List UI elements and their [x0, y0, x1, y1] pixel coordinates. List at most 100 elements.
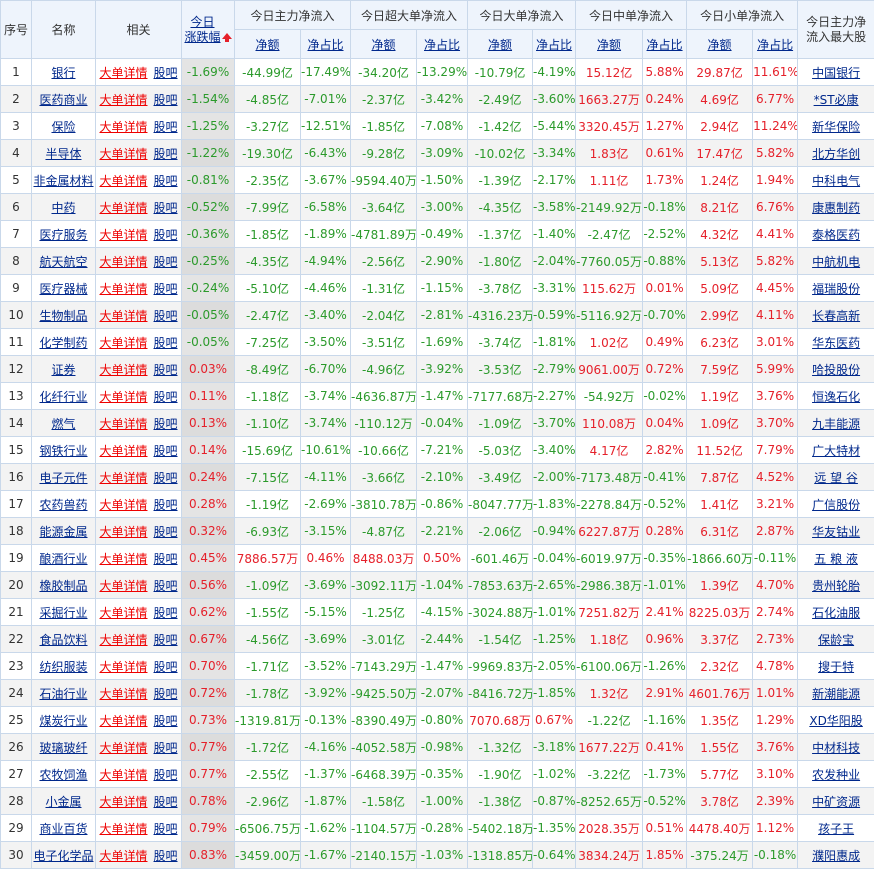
large-order-detail-link[interactable]: 大单详情: [99, 686, 148, 701]
top-stock-link[interactable]: 长春高新: [812, 308, 861, 323]
large-order-detail-link[interactable]: 大单详情: [99, 713, 148, 728]
sector-name-link[interactable]: 酿酒行业: [39, 551, 88, 566]
sector-name-link[interactable]: 化学制药: [39, 335, 88, 350]
sort-link[interactable]: 净占比: [424, 37, 461, 52]
guba-link[interactable]: 股吧: [153, 821, 178, 836]
sector-name-link[interactable]: 商业百货: [39, 821, 88, 836]
top-stock-link[interactable]: 搜于特: [818, 659, 855, 674]
large-order-detail-link[interactable]: 大单详情: [99, 389, 148, 404]
guba-link[interactable]: 股吧: [153, 146, 178, 161]
top-stock-link[interactable]: 保龄宝: [818, 632, 855, 647]
sort-link[interactable]: 净额: [707, 37, 732, 52]
top-stock-link[interactable]: 濮阳惠成: [812, 848, 861, 863]
guba-link[interactable]: 股吧: [153, 173, 178, 188]
guba-link[interactable]: 股吧: [153, 497, 178, 512]
top-stock-link[interactable]: 中航机电: [812, 254, 861, 269]
guba-link[interactable]: 股吧: [153, 200, 178, 215]
top-stock-link[interactable]: 贵州轮胎: [812, 578, 861, 593]
large-order-detail-link[interactable]: 大单详情: [99, 470, 148, 485]
large-order-detail-link[interactable]: 大单详情: [99, 173, 148, 188]
sector-name-link[interactable]: 小金属: [45, 794, 82, 809]
guba-link[interactable]: 股吧: [153, 605, 178, 620]
large-order-detail-link[interactable]: 大单详情: [99, 65, 148, 80]
sort-m-amount[interactable]: 净额: [575, 29, 644, 59]
sector-name-link[interactable]: 煤炭行业: [39, 713, 88, 728]
top-stock-link[interactable]: 华友钴业: [812, 524, 861, 539]
guba-link[interactable]: 股吧: [153, 470, 178, 485]
sector-name-link[interactable]: 银行: [51, 65, 76, 80]
guba-link[interactable]: 股吧: [153, 848, 178, 863]
sort-m-ratio[interactable]: 净占比: [642, 29, 688, 59]
sector-name-link[interactable]: 证券: [51, 362, 76, 377]
guba-link[interactable]: 股吧: [153, 389, 178, 404]
sort-l-amount[interactable]: 净额: [467, 29, 534, 59]
large-order-detail-link[interactable]: 大单详情: [99, 281, 148, 296]
large-order-detail-link[interactable]: 大单详情: [99, 308, 148, 323]
guba-link[interactable]: 股吧: [153, 443, 178, 458]
top-stock-link[interactable]: *ST必康: [813, 92, 859, 107]
large-order-detail-link[interactable]: 大单详情: [99, 200, 148, 215]
guba-link[interactable]: 股吧: [153, 335, 178, 350]
sector-name-link[interactable]: 农牧饲渔: [39, 767, 88, 782]
sort-xl-amount[interactable]: 净额: [350, 29, 418, 59]
sector-name-link[interactable]: 食品饮料: [39, 632, 88, 647]
sector-name-link[interactable]: 石油行业: [39, 686, 88, 701]
large-order-detail-link[interactable]: 大单详情: [99, 362, 148, 377]
large-order-detail-link[interactable]: 大单详情: [99, 659, 148, 674]
large-order-detail-link[interactable]: 大单详情: [99, 92, 148, 107]
sort-link[interactable]: 净额: [488, 37, 513, 52]
guba-link[interactable]: 股吧: [153, 227, 178, 242]
sector-name-link[interactable]: 能源金属: [39, 524, 88, 539]
guba-link[interactable]: 股吧: [153, 416, 178, 431]
sort-xl-ratio[interactable]: 净占比: [416, 29, 469, 59]
header-change-sort[interactable]: 今日 涨跌幅: [181, 0, 235, 59]
top-stock-link[interactable]: 石化油服: [812, 605, 861, 620]
sector-name-link[interactable]: 保险: [51, 119, 76, 134]
guba-link[interactable]: 股吧: [153, 524, 178, 539]
large-order-detail-link[interactable]: 大单详情: [99, 416, 148, 431]
sector-name-link[interactable]: 纺织服装: [39, 659, 88, 674]
sort-link[interactable]: 净占比: [757, 37, 794, 52]
large-order-detail-link[interactable]: 大单详情: [99, 605, 148, 620]
guba-link[interactable]: 股吧: [153, 686, 178, 701]
guba-link[interactable]: 股吧: [153, 767, 178, 782]
guba-link[interactable]: 股吧: [153, 92, 178, 107]
large-order-detail-link[interactable]: 大单详情: [99, 821, 148, 836]
top-stock-link[interactable]: 华东医药: [812, 335, 861, 350]
guba-link[interactable]: 股吧: [153, 65, 178, 80]
guba-link[interactable]: 股吧: [153, 632, 178, 647]
top-stock-link[interactable]: 新华保险: [812, 119, 861, 134]
top-stock-link[interactable]: 泰格医药: [812, 227, 861, 242]
guba-link[interactable]: 股吧: [153, 119, 178, 134]
large-order-detail-link[interactable]: 大单详情: [99, 794, 148, 809]
large-order-detail-link[interactable]: 大单详情: [99, 119, 148, 134]
sort-link[interactable]: 净额: [597, 37, 622, 52]
guba-link[interactable]: 股吧: [153, 794, 178, 809]
large-order-detail-link[interactable]: 大单详情: [99, 848, 148, 863]
sector-name-link[interactable]: 医药商业: [39, 92, 88, 107]
sort-main-ratio[interactable]: 净占比: [299, 29, 352, 59]
top-stock-link[interactable]: 新潮能源: [812, 686, 861, 701]
sector-name-link[interactable]: 非金属材料: [33, 173, 94, 188]
sector-name-link[interactable]: 半导体: [45, 146, 82, 161]
top-stock-link[interactable]: 广大特材: [812, 443, 861, 458]
top-stock-link[interactable]: XD华阳股: [809, 713, 863, 728]
sort-s-ratio[interactable]: 净占比: [752, 29, 799, 59]
large-order-detail-link[interactable]: 大单详情: [99, 497, 148, 512]
large-order-detail-link[interactable]: 大单详情: [99, 551, 148, 566]
guba-link[interactable]: 股吧: [153, 254, 178, 269]
sector-name-link[interactable]: 电子化学品: [33, 848, 94, 863]
sort-link[interactable]: 净占比: [307, 37, 344, 52]
change-sort-link[interactable]: 今日 涨跌幅: [184, 15, 220, 45]
guba-link[interactable]: 股吧: [153, 308, 178, 323]
sector-name-link[interactable]: 电子元件: [39, 470, 88, 485]
top-stock-link[interactable]: 中科电气: [812, 173, 861, 188]
sector-name-link[interactable]: 燃气: [51, 416, 76, 431]
sort-link[interactable]: 净额: [255, 37, 280, 52]
large-order-detail-link[interactable]: 大单详情: [99, 578, 148, 593]
large-order-detail-link[interactable]: 大单详情: [99, 632, 148, 647]
large-order-detail-link[interactable]: 大单详情: [99, 254, 148, 269]
sector-name-link[interactable]: 航天航空: [39, 254, 88, 269]
top-stock-link[interactable]: 中材科技: [812, 740, 861, 755]
large-order-detail-link[interactable]: 大单详情: [99, 146, 148, 161]
